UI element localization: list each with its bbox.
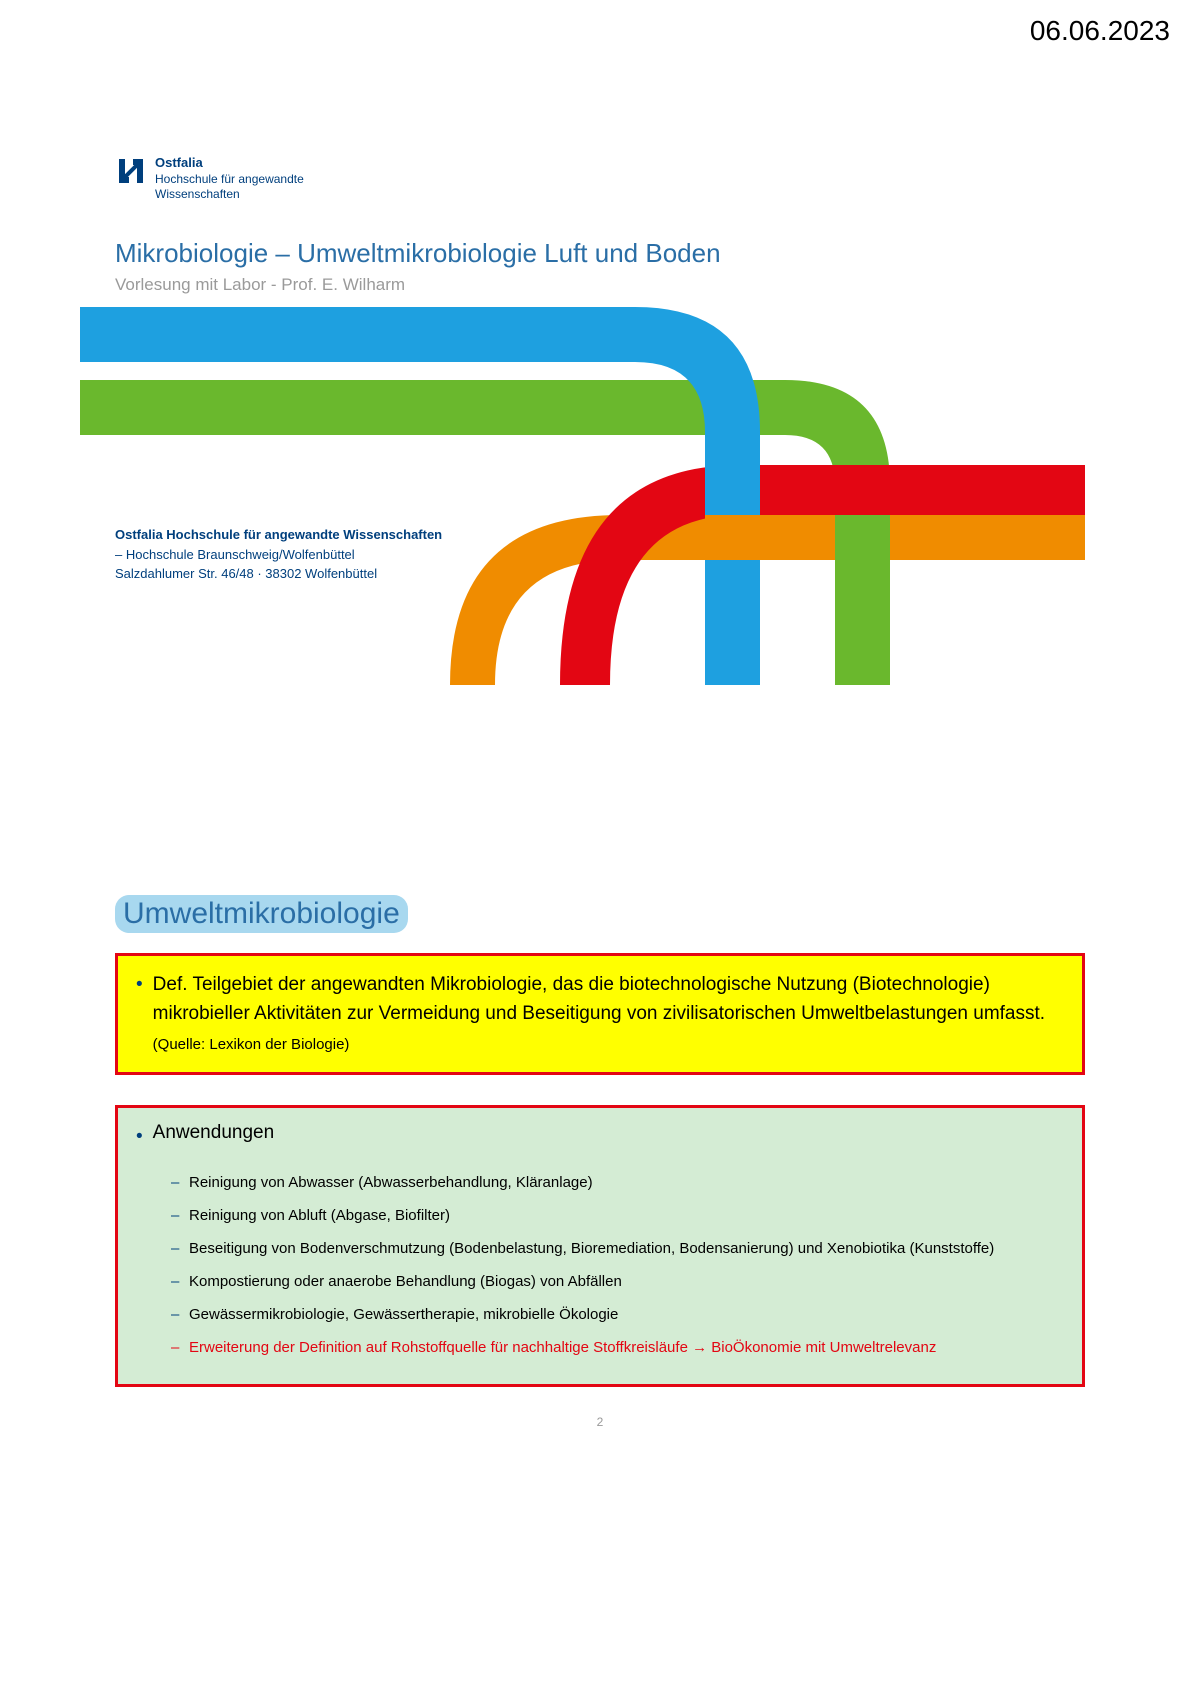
address-line1: Ostfalia Hochschule für angewandte Wisse… bbox=[115, 525, 442, 545]
brand-graphic bbox=[80, 305, 1085, 685]
date-text: 06.06.2023 bbox=[1030, 15, 1170, 47]
definition-text: Def. Teilgebiet der angewandten Mikrobio… bbox=[153, 970, 1064, 1058]
applications-title: Anwendungen bbox=[153, 1122, 275, 1144]
list-item: Kompostierung oder anaerobe Behandlung (… bbox=[171, 1271, 1064, 1292]
logo-text: Ostfalia Hochschule für angewandte Wisse… bbox=[155, 155, 304, 203]
address-line2: – Hochschule Braunschweig/Wolfenbüttel bbox=[115, 545, 442, 565]
logo-sub1: Hochschule für angewandte bbox=[155, 172, 304, 188]
list-item: Reinigung von Abwasser (Abwasserbehandlu… bbox=[171, 1172, 1064, 1193]
list-item: Gewässermikrobiologie, Gewässertherapie,… bbox=[171, 1304, 1064, 1325]
list-item: Reinigung von Abluft (Abgase, Biofilter) bbox=[171, 1205, 1064, 1226]
bullet-icon: • bbox=[136, 970, 143, 999]
logo-icon bbox=[115, 155, 147, 187]
section-title: Umweltmikrobiologie bbox=[115, 895, 408, 933]
definition-box: • Def. Teilgebiet der angewandten Mikrob… bbox=[115, 953, 1085, 1075]
definition-body: Def. Teilgebiet der angewandten Mikrobio… bbox=[153, 974, 1045, 1024]
address-block: Ostfalia Hochschule für angewandte Wisse… bbox=[115, 525, 442, 584]
slide-title: Mikrobiologie – Umweltmikrobiologie Luft… bbox=[115, 238, 1085, 269]
logo-sub2: Wissenschaften bbox=[155, 187, 304, 203]
applications-box: • Anwendungen Reinigung von Abwasser (Ab… bbox=[115, 1105, 1085, 1387]
logo-block: Ostfalia Hochschule für angewandte Wisse… bbox=[115, 155, 1085, 203]
slide-2: Umweltmikrobiologie • Def. Teilgebiet de… bbox=[115, 895, 1085, 1417]
slide-subtitle: Vorlesung mit Labor - Prof. E. Wilharm bbox=[115, 275, 1085, 295]
list-item-highlight: Erweiterung der Definition auf Rohstoffq… bbox=[171, 1337, 1064, 1358]
page-number: 2 bbox=[0, 1415, 1200, 1429]
applications-list: Reinigung von Abwasser (Abwasserbehandlu… bbox=[136, 1172, 1064, 1358]
list-item: Beseitigung von Bodenverschmutzung (Bode… bbox=[171, 1238, 1064, 1259]
definition-source: (Quelle: Lexikon der Biologie) bbox=[153, 1036, 350, 1053]
logo-name: Ostfalia bbox=[155, 155, 304, 172]
bullet-icon: • bbox=[136, 1122, 143, 1151]
address-line3: Salzdahlumer Str. 46/48 · 38302 Wolfenbü… bbox=[115, 564, 442, 584]
slide-1: Ostfalia Hochschule für angewandte Wisse… bbox=[115, 155, 1085, 715]
